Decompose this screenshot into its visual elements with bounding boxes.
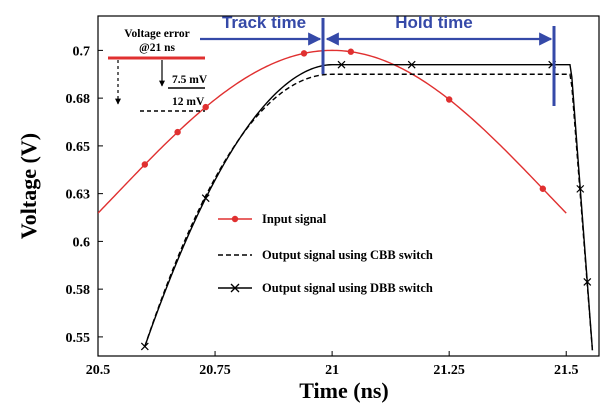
error-title-line2: @21 ns — [139, 42, 175, 54]
y-tick-label: 0.7 — [73, 44, 91, 59]
input-point — [347, 48, 355, 55]
legend-cbb-label: Output signal using CBB switch — [262, 248, 433, 262]
input-point — [174, 128, 181, 136]
legend: Input signal Output signal using CBB swi… — [218, 212, 433, 295]
x-tick-label: 21 — [325, 363, 339, 378]
dbb-point — [201, 194, 210, 203]
dbb-point — [576, 184, 585, 193]
x-tick-label: 21.5 — [554, 363, 579, 378]
y-tick-label: 0.65 — [66, 140, 91, 155]
input-point — [300, 50, 308, 57]
input-point — [539, 185, 547, 192]
dbb-point — [407, 60, 416, 69]
plot-frame — [97, 15, 600, 357]
x-tick-label: 20.75 — [199, 363, 231, 378]
x-axis-title: Time (ns) — [299, 378, 388, 403]
phase-markers: Track time Hold time — [200, 13, 556, 106]
legend-dbb-marker — [230, 283, 240, 293]
y-tick-label: 0.58 — [66, 283, 91, 298]
y-tick-label: 0.55 — [66, 331, 91, 346]
series-dbb-line — [144, 64, 594, 351]
error-cbb-value: 12 mV — [172, 96, 205, 108]
x-axis: 20.5 20.75 21 21.25 21.5 — [86, 351, 579, 378]
dbb-point — [337, 60, 346, 69]
x-tick-label: 21.25 — [433, 363, 465, 378]
voltage-error-annotation: Voltage error @21 ns 7.5 mV 12 mV — [108, 28, 208, 112]
legend-dbb-label: Output signal using DBB switch — [262, 281, 433, 295]
series-cbb-line — [144, 73, 594, 352]
input-point — [141, 161, 149, 168]
y-tick-label: 0.68 — [66, 92, 91, 107]
series-layer — [98, 48, 594, 352]
y-tick-label: 0.63 — [66, 188, 91, 203]
error-title-line1: Voltage error — [124, 28, 189, 40]
y-tick-label: 0.6 — [73, 235, 91, 250]
legend-input-marker — [231, 215, 239, 223]
y-axis-title: Voltage (V) — [16, 133, 41, 239]
error-dbb-value: 7.5 mV — [172, 74, 208, 86]
dbb-point — [583, 278, 592, 286]
input-point — [202, 103, 209, 111]
y-axis: 0.55 0.58 0.6 0.63 0.65 0.68 0.7 — [66, 44, 103, 346]
track-time-label: Track time — [222, 13, 306, 32]
hold-time-label: Hold time — [395, 13, 472, 32]
legend-input-label: Input signal — [262, 212, 327, 226]
input-point — [445, 96, 453, 103]
dbb-point — [140, 342, 149, 351]
x-tick-label: 20.5 — [86, 363, 111, 378]
